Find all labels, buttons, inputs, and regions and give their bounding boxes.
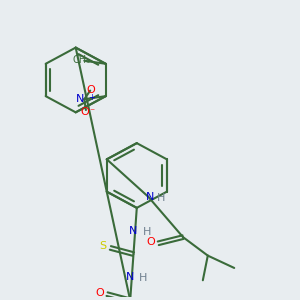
Text: N: N	[129, 226, 138, 236]
Text: O: O	[95, 288, 104, 298]
Text: S: S	[100, 242, 107, 251]
Text: N: N	[75, 94, 84, 104]
Text: N: N	[126, 272, 134, 282]
Text: N: N	[146, 192, 154, 202]
Text: O: O	[80, 107, 88, 117]
Text: O: O	[147, 237, 155, 247]
Text: +: +	[88, 93, 95, 102]
Text: H: H	[142, 227, 151, 237]
Text: O: O	[86, 85, 95, 95]
Text: CH₃: CH₃	[73, 55, 91, 65]
Text: ⁻: ⁻	[89, 107, 94, 117]
Text: H: H	[157, 193, 166, 203]
Text: H: H	[139, 273, 148, 283]
